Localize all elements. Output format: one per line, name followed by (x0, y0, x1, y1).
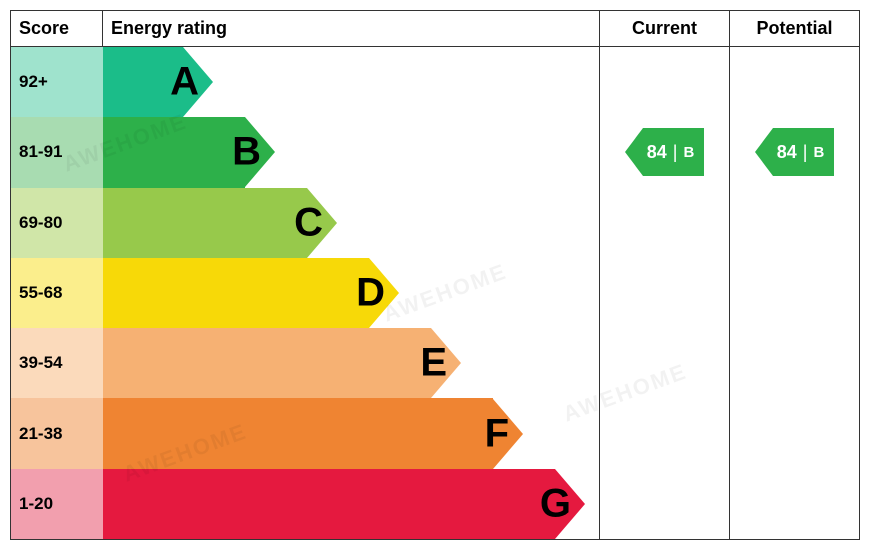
band-letter: C (294, 200, 337, 245)
score-cell: 69-80 (11, 188, 103, 258)
potential-slot (730, 469, 859, 539)
bar-cell: F (103, 398, 599, 468)
score-text: 92+ (19, 72, 48, 92)
pointer-arrow-icon (755, 128, 773, 176)
band-letter: D (356, 270, 399, 315)
bars-area: 92+ A 81-91 B 69-80 C 55-68 D 39-54 E 21-38 F 1-20 G (11, 47, 599, 539)
band-letter: E (420, 341, 461, 386)
bar-cell: A (103, 47, 599, 117)
bar-cell: G (103, 469, 599, 539)
score-cell: 1-20 (11, 469, 103, 539)
chart-body: 92+A81-91B69-80C55-68D39-54E21-38F1-20G … (11, 47, 859, 539)
band-e: 39-54 E (11, 328, 599, 398)
potential-column: 84 | B (729, 47, 859, 539)
bar-shape: E (103, 328, 461, 398)
bar-cell: D (103, 258, 599, 328)
current-slot (600, 47, 729, 117)
band-a: 92+ A (11, 47, 599, 117)
score-text: 55-68 (19, 283, 62, 303)
pointer-body: 84 | B (773, 128, 835, 176)
bar-body (103, 188, 307, 258)
header-potential: Potential (729, 11, 859, 46)
pointer-arrow-icon (625, 128, 643, 176)
bar-body (103, 398, 493, 468)
band-letter: A (170, 60, 213, 105)
bar-shape: D (103, 258, 399, 328)
band-d: 55-68 D (11, 258, 599, 328)
current-slot: 84 | B (600, 117, 729, 187)
potential-slot (730, 328, 859, 398)
potential-pointer: 84 | B (755, 128, 835, 176)
bar-shape: B (103, 117, 275, 187)
bar-body (103, 258, 369, 328)
score-cell: 81-91 (11, 117, 103, 187)
band-letter: B (232, 130, 275, 175)
pointer-separator: | (803, 142, 808, 163)
score-cell: 55-68 (11, 258, 103, 328)
score-text: 21-38 (19, 424, 62, 444)
score-cell: 92+ (11, 47, 103, 117)
score-text: 1-20 (19, 494, 53, 514)
energy-rating-chart: Score Energy rating Current Potential 92… (10, 10, 860, 540)
band-b: 81-91 B (11, 117, 599, 187)
potential-slot (730, 47, 859, 117)
bar-cell: E (103, 328, 599, 398)
band-c: 69-80 C (11, 188, 599, 258)
potential-slot (730, 258, 859, 328)
score-text: 69-80 (19, 213, 62, 233)
band-letter: G (540, 481, 585, 526)
score-cell: 21-38 (11, 398, 103, 468)
header-current: Current (599, 11, 729, 46)
pointer-letter: B (813, 144, 824, 161)
band-g: 1-20 G (11, 469, 599, 539)
current-pointer: 84 | B (625, 128, 705, 176)
bar-body (103, 328, 431, 398)
current-slot (600, 188, 729, 258)
band-f: 21-38 F (11, 398, 599, 468)
pointer-letter: B (683, 144, 694, 161)
bar-cell: B (103, 117, 599, 187)
score-cell: 39-54 (11, 328, 103, 398)
header-rating: Energy rating (103, 11, 599, 46)
header-row: Score Energy rating Current Potential (11, 11, 859, 47)
score-text: 39-54 (19, 353, 62, 373)
bar-cell: C (103, 188, 599, 258)
pointer-separator: | (673, 142, 678, 163)
current-column: 84 | B (599, 47, 729, 539)
pointer-value: 84 (777, 142, 797, 163)
potential-slot (730, 398, 859, 468)
band-letter: F (485, 411, 523, 456)
bar-body (103, 469, 555, 539)
bar-shape: F (103, 398, 523, 468)
bar-shape: G (103, 469, 585, 539)
pointer-value: 84 (647, 142, 667, 163)
potential-slot: 84 | B (730, 117, 859, 187)
current-slot (600, 469, 729, 539)
score-text: 81-91 (19, 142, 62, 162)
bar-shape: A (103, 47, 213, 117)
bar-shape: C (103, 188, 337, 258)
potential-slot (730, 188, 859, 258)
current-slot (600, 328, 729, 398)
bar-body (103, 117, 245, 187)
pointer-body: 84 | B (643, 128, 705, 176)
header-score: Score (11, 11, 103, 46)
current-slot (600, 398, 729, 468)
current-slot (600, 258, 729, 328)
